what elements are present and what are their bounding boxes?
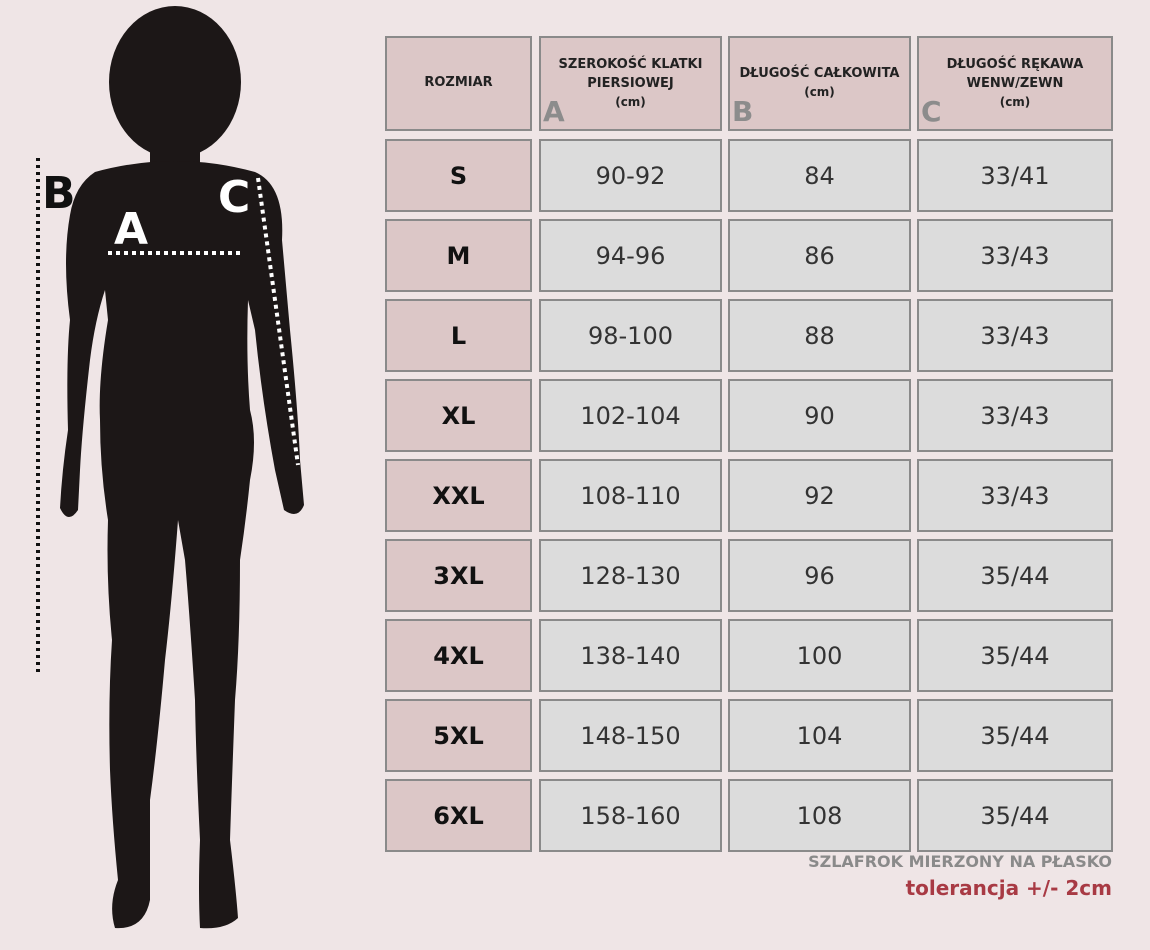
value-cell: 94-96 [539,219,722,292]
value-cell: 33/43 [917,299,1113,372]
value-cell: 84 [728,139,911,212]
header-title: DŁUGOŚĆ CAŁKOWITA [739,66,900,82]
size-cell: 6XL [385,779,532,852]
header-letter: A [543,95,565,129]
size-cell: XL [385,379,532,452]
header-title: DŁUGOŚĆ RĘKAWA WENW/ZEWN [946,56,1084,91]
size-cell: 5XL [385,699,532,772]
size-cell: 3XL [385,539,532,612]
value-cell: 90-92 [539,139,722,212]
value-cell: 35/44 [917,539,1113,612]
value-cell: 92 [728,459,911,532]
footer-note: SZLAFROK MIERZONY NA PŁASKO [808,852,1112,871]
size-cell: 4XL [385,619,532,692]
value-cell: 33/43 [917,459,1113,532]
value-cell: 35/44 [917,619,1113,692]
value-cell: 35/44 [917,699,1113,772]
value-cell: 96 [728,539,911,612]
value-cell: 33/43 [917,219,1113,292]
value-cell: 35/44 [917,779,1113,852]
header-unit: (cm) [804,85,835,100]
label-a: A [114,204,148,255]
size-cell: M [385,219,532,292]
header-unit: (cm) [615,94,646,109]
header-cell: DŁUGOŚĆ RĘKAWA WENW/ZEWN (cm) C [917,36,1113,131]
header-title: SZEROKOŚĆ KLATKI PIERSIOWEJ [558,56,703,91]
header-unit: (cm) [999,94,1031,109]
header-cell: ROZMIAR [385,36,532,131]
value-cell: 88 [728,299,911,372]
value-cell: 33/43 [917,379,1113,452]
c-measure-line [256,177,300,466]
value-cell: 102-104 [539,379,722,452]
size-cell: L [385,299,532,372]
value-cell: 158-160 [539,779,722,852]
value-cell: 104 [728,699,911,772]
header-letter: C [921,95,942,129]
value-cell: 148-150 [539,699,722,772]
size-cell: S [385,139,532,212]
value-cell: 98-100 [539,299,722,372]
label-c: C [218,172,250,223]
footer-tolerance: tolerancja +/- 2cm [905,876,1112,900]
value-cell: 128-130 [539,539,722,612]
size-cell: XXL [385,459,532,532]
silhouette [60,6,304,929]
value-cell: 108 [728,779,911,852]
header-cell: DŁUGOŚĆ CAŁKOWITA (cm) B [728,36,911,131]
value-cell: 33/41 [917,139,1113,212]
value-cell: 100 [728,619,911,692]
body-figure: B C A [36,6,304,929]
header-title: ROZMIAR [424,75,493,91]
header-letter: B [732,95,754,129]
value-cell: 138-140 [539,619,722,692]
value-cell: 108-110 [539,459,722,532]
value-cell: 86 [728,219,911,292]
header-cell: SZEROKOŚĆ KLATKI PIERSIOWEJ (cm) A [539,36,722,131]
label-b: B [42,168,76,219]
value-cell: 90 [728,379,911,452]
